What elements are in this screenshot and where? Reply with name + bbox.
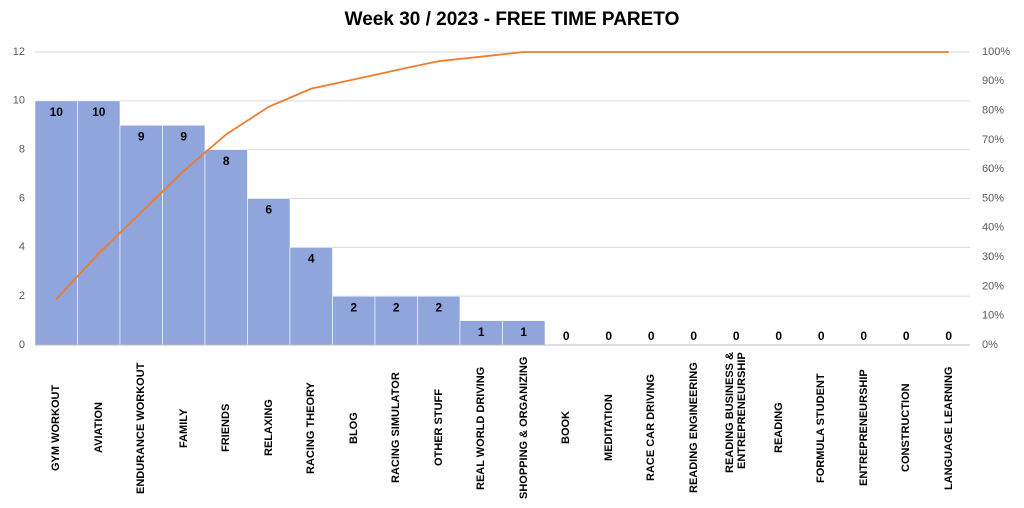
data-label: 1: [520, 325, 527, 339]
x-tick-label: CONSTRUCTION: [900, 383, 913, 473]
y2-tick-label: 60%: [982, 163, 1004, 175]
y-tick-label: 8: [19, 144, 25, 156]
x-tick-label: LANGUAGE LEARNING: [942, 366, 955, 490]
x-tick-label: RELAXING: [262, 399, 275, 457]
data-label: 0: [605, 329, 612, 343]
data-label: 0: [818, 329, 825, 343]
x-tick-label: FORMULA STUDENT: [815, 373, 828, 483]
x-tick-label: ENDURANCE WORKOUT: [135, 362, 148, 494]
y-tick-label: 0: [19, 339, 25, 351]
x-tick-label: FAMILY: [177, 408, 190, 448]
x-tick-label: ENTREPRENEURSHIP: [857, 369, 870, 487]
y2-tick-label: 70%: [982, 134, 1004, 146]
x-tick-label: FRIENDS: [220, 403, 233, 453]
data-label: 10: [92, 105, 106, 119]
data-label: 0: [690, 329, 697, 343]
data-label: 2: [393, 300, 400, 314]
bar: [77, 100, 121, 346]
data-label: 0: [860, 329, 867, 343]
bar: [162, 124, 206, 346]
x-tick-label: SHOPPING & ORGANIZING: [517, 356, 530, 500]
x-tick-label: READING BUSINESS & ENTREPRENEURSHIP: [724, 352, 749, 474]
bar: [374, 295, 418, 346]
data-label: 9: [180, 129, 187, 143]
data-label: 0: [733, 329, 740, 343]
bar: [247, 198, 291, 346]
data-label: 0: [903, 329, 910, 343]
x-tick-label: OTHER STUFF: [432, 389, 445, 467]
x-tick-label: RACING THEORY: [305, 382, 318, 474]
bar: [34, 100, 78, 346]
bar: [204, 149, 248, 346]
x-tick-label: AVIATION: [92, 402, 105, 454]
bar: [332, 295, 376, 346]
x-tick-label: RACING SIMULATOR: [390, 372, 403, 484]
bar: [502, 320, 546, 346]
data-label: 10: [50, 105, 64, 119]
x-tick-label: BLOG: [347, 412, 360, 444]
x-tick-label: READING ENGINEERING: [687, 362, 700, 494]
y2-tick-label: 10%: [982, 310, 1004, 322]
chart-title: Week 30 / 2023 - FREE TIME PARETO: [345, 9, 680, 30]
y-tick-label: 6: [19, 192, 25, 204]
data-label: 9: [138, 129, 145, 143]
x-tick-label: GYM WORKOUT: [50, 384, 63, 472]
y2-tick-label: 30%: [982, 251, 1004, 263]
y-tick-label: 12: [13, 46, 25, 58]
data-label: 8: [223, 154, 230, 168]
bar: [119, 124, 163, 346]
cumulative-line: [55, 51, 949, 300]
y-tick-label: 10: [13, 95, 25, 107]
data-label: 2: [350, 300, 357, 314]
y2-tick-label: 40%: [982, 222, 1004, 234]
x-tick-label: RACE CAR DRIVING: [645, 374, 658, 482]
y2-tick-label: 20%: [982, 280, 1004, 292]
y2-tick-label: 0%: [982, 339, 998, 351]
x-tick-label: READING: [772, 402, 785, 454]
y-tick-label: 2: [19, 290, 25, 302]
y-tick-label: 4: [19, 241, 25, 253]
data-label: 0: [563, 329, 570, 343]
bar: [417, 295, 461, 346]
data-label: 1: [478, 325, 485, 339]
x-tick-label: BOOK: [560, 411, 573, 445]
data-label: 0: [945, 329, 952, 343]
y2-tick-label: 90%: [982, 75, 1004, 87]
data-label: 4: [308, 252, 315, 266]
data-label: 6: [265, 203, 272, 217]
data-label: 0: [775, 329, 782, 343]
data-label: 2: [435, 300, 442, 314]
data-label: 0: [648, 329, 655, 343]
x-tick-label: REAL WORLD DRIVING: [475, 366, 488, 490]
y2-tick-label: 50%: [982, 192, 1004, 204]
y2-tick-label: 100%: [982, 46, 1010, 58]
x-tick-label: MEDITATION: [602, 394, 615, 462]
y2-tick-label: 80%: [982, 105, 1004, 117]
bar: [459, 320, 503, 346]
bar: [289, 247, 333, 346]
